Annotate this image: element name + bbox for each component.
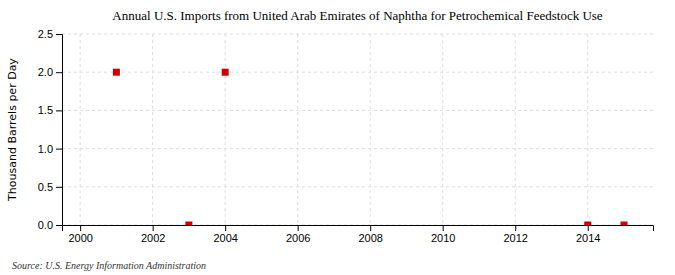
- tick: 2006: [286, 225, 310, 244]
- tick-mark: [298, 225, 299, 231]
- y-axis: 0.0 0.5 1.0 1.5 2.0 2.5: [38, 28, 63, 231]
- grid-line: [62, 34, 653, 35]
- tick-label: 2002: [141, 232, 165, 244]
- grid-line: [370, 34, 371, 225]
- tick-mark: [588, 225, 589, 231]
- tick-mark: [443, 225, 444, 231]
- tick-label: 2.0: [38, 66, 53, 78]
- plot-area: 2000 2002 2004 2006 2008 2010 2012 2014 0.0 0.5 1.…: [38, 28, 654, 244]
- tick-mark: [56, 34, 62, 35]
- tick: 2.0: [38, 66, 62, 78]
- tick: 2002: [141, 225, 165, 244]
- grid-line: [442, 34, 443, 225]
- tick-label: 2014: [576, 232, 600, 244]
- axis-line: [63, 226, 654, 232]
- tick: 0.0: [38, 219, 62, 231]
- grid-line: [80, 34, 81, 225]
- annotation: Source: U.S. Energy Information Administ…: [12, 260, 206, 271]
- tick: 2010: [431, 225, 455, 244]
- grid-line: [297, 34, 298, 225]
- point: [222, 69, 229, 76]
- tick-label: 1.5: [38, 104, 53, 116]
- tick-label: 2010: [431, 232, 455, 244]
- tick-mark: [225, 225, 226, 231]
- grid-line: [62, 72, 653, 73]
- tick-label: 2006: [286, 232, 310, 244]
- tick-mark: [56, 225, 62, 226]
- tick: 1.5: [38, 104, 62, 116]
- grid: [62, 34, 653, 225]
- tick: 2.5: [38, 28, 62, 40]
- tick-mark: [56, 187, 62, 188]
- grid-line: [62, 110, 653, 111]
- point: [185, 222, 192, 226]
- tick: 2014: [576, 225, 600, 244]
- tick: 2000: [68, 225, 92, 244]
- tick: 1.0: [38, 143, 62, 155]
- tick-mark: [56, 72, 62, 73]
- point: [620, 222, 627, 226]
- grid-line: [225, 34, 226, 225]
- tick-mark: [56, 149, 62, 150]
- marks: [113, 69, 628, 225]
- grid-line: [515, 34, 516, 225]
- tick-mark: [515, 225, 516, 231]
- tick: 2012: [503, 225, 527, 244]
- y-axis-title: Thousand Barrels per Day: [6, 58, 19, 202]
- point: [584, 222, 591, 226]
- grid-line: [152, 34, 153, 225]
- point: [113, 69, 120, 76]
- tick-mark: [370, 225, 371, 231]
- tick-label: 0.0: [38, 219, 53, 231]
- tick-mark: [80, 225, 81, 231]
- tick: 2008: [358, 225, 382, 244]
- tick-label: 2008: [358, 232, 382, 244]
- grid-line: [587, 34, 588, 225]
- tick: 0.5: [38, 181, 62, 193]
- title: Annual U.S. Imports from United Arab Emi…: [112, 8, 602, 23]
- grid-line: [62, 186, 653, 187]
- x-axis: 2000 2002 2004 2006 2008 2010 2012 2014: [63, 225, 654, 244]
- chart: 2000 2002 2004 2006 2008 2010 2012 2014 0.0 0.5 1.…: [0, 0, 675, 275]
- tick-label: 1.0: [38, 143, 53, 155]
- grid-line: [62, 148, 653, 149]
- axis-line: [56, 35, 63, 226]
- tick-label: 2004: [213, 232, 237, 244]
- tick-label: 2.5: [38, 28, 53, 40]
- tick-mark: [56, 110, 62, 111]
- tick: 2004: [213, 225, 237, 244]
- tick-label: 2000: [68, 232, 92, 244]
- tick-label: 0.5: [38, 181, 53, 193]
- tick-label: 2012: [503, 232, 527, 244]
- tick-mark: [153, 225, 154, 231]
